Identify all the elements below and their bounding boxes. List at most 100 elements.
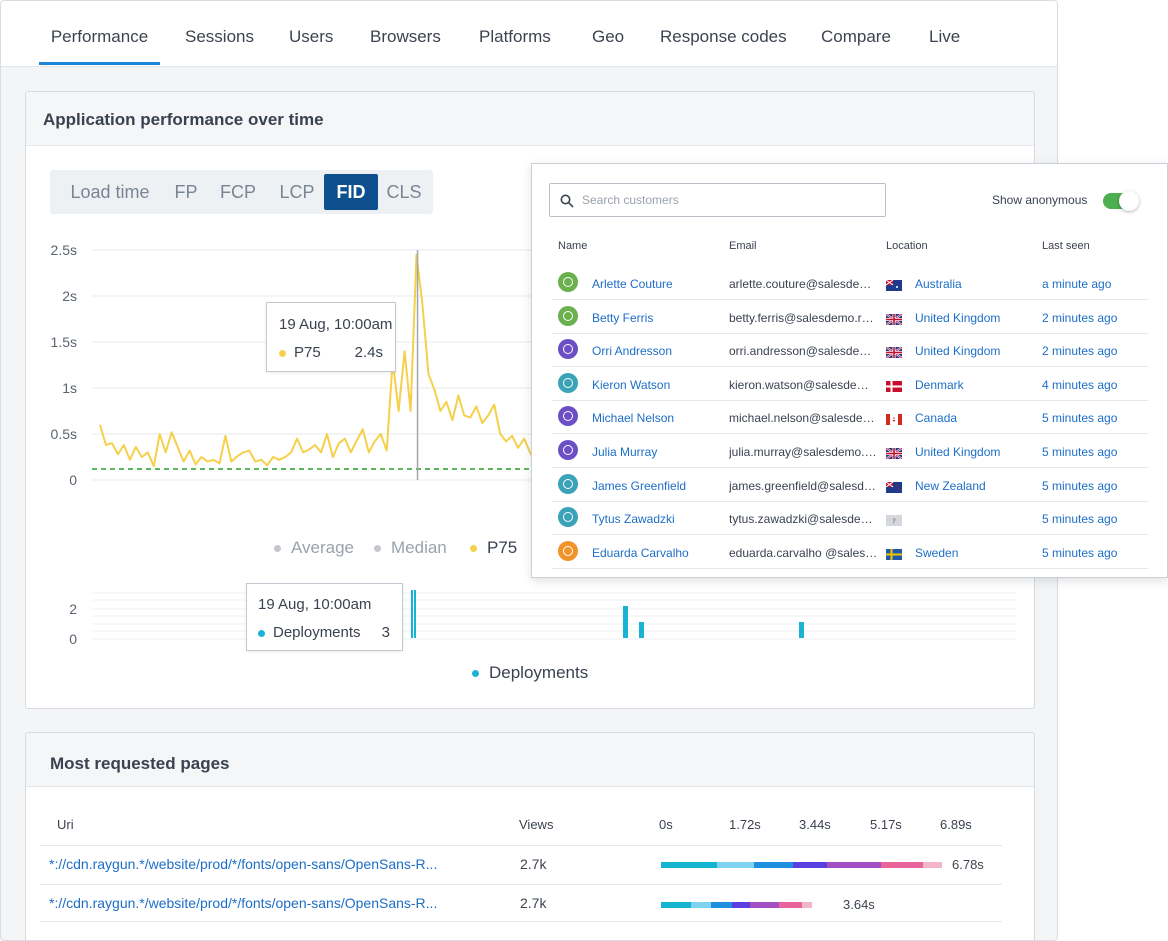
customer-last-seen[interactable]: 5 minutes ago xyxy=(1042,478,1118,493)
legend-deployments-label: Deployments xyxy=(489,663,589,682)
list-item[interactable]: Julia Murray julia.murray@salesdemo.… Unit… xyxy=(552,434,1148,468)
customer-search-input[interactable] xyxy=(582,184,880,216)
table-row[interactable]: *://cdn.raygun.*/website/prod/*/fonts/op… xyxy=(40,884,1002,922)
customer-email: kieron.watson@salesde… xyxy=(729,377,869,392)
list-item[interactable]: Betty Ferris betty.ferris@salesdemo.r… Uni… xyxy=(552,300,1148,334)
metric-lcp[interactable]: LCP xyxy=(279,182,315,202)
show-anonymous-label: Show anonymous xyxy=(992,193,1088,207)
list-item[interactable]: Arlette Couture arlette.couture@salesde… A… xyxy=(552,266,1148,300)
location-column-header[interactable]: Location xyxy=(886,240,928,252)
legend-median[interactable]: Median xyxy=(374,538,447,558)
customer-last-seen[interactable]: 5 minutes ago xyxy=(1042,545,1118,560)
customer-location[interactable]: United Kingdom xyxy=(915,445,1001,459)
tooltip-date: 19 Aug, 10:00am xyxy=(279,316,393,333)
tooltip-value: 2.4s xyxy=(354,344,383,361)
deployments-tooltip: 19 Aug, 10:00am Deployments 3 xyxy=(246,583,403,651)
tooltip-series: P75 xyxy=(279,344,321,361)
customer-last-seen[interactable]: 2 minutes ago xyxy=(1042,344,1118,359)
customer-email: arlette.couture@salesde… xyxy=(729,277,872,291)
customer-name-link[interactable]: Julia Murray xyxy=(592,445,658,459)
email-column-header[interactable]: Email xyxy=(729,240,757,252)
tab-sessions[interactable]: Sessions xyxy=(185,27,254,46)
list-item[interactable]: Eduarda Carvalho eduarda.carvalho @sales…… xyxy=(552,535,1148,569)
customer-name-link[interactable]: Betty Ferris xyxy=(592,310,654,325)
customer-location[interactable]: Sweden xyxy=(915,545,959,560)
legend-deployments[interactable]: Deployments xyxy=(472,663,588,683)
median-dot-icon xyxy=(374,545,381,553)
name-column-header[interactable]: Name xyxy=(558,240,588,252)
average-dot-icon xyxy=(274,545,281,553)
customers-card: Show anonymous Name Email Location Last … xyxy=(531,163,1168,578)
customer-location[interactable]: Canada xyxy=(915,411,958,426)
customer-last-seen[interactable]: a minute ago xyxy=(1042,277,1112,291)
tab-performance[interactable]: Performance xyxy=(39,1,160,65)
page-timing-bar xyxy=(661,902,951,908)
y-tick-label: 2 xyxy=(69,601,77,617)
last-seen-column-header[interactable]: Last seen xyxy=(1042,240,1090,252)
list-item[interactable]: Tytus Zawadzki tytus.zawadzki@salesde…? 5 … xyxy=(552,501,1148,536)
customer-email: james.greenfield@salesd… xyxy=(729,478,876,493)
legend-p75[interactable]: P75 xyxy=(470,538,517,558)
customer-name-link[interactable]: Kieron Watson xyxy=(592,377,671,392)
avatar-icon xyxy=(558,440,578,460)
customer-location[interactable]: United Kingdom xyxy=(915,344,1001,359)
tab-platforms[interactable]: Platforms xyxy=(479,27,551,46)
tab-users[interactable]: Users xyxy=(289,27,334,46)
customer-last-seen[interactable]: 2 minutes ago xyxy=(1042,310,1118,325)
metric-fid[interactable]: FID xyxy=(324,174,378,210)
performance-panel-header: Application performance over time xyxy=(26,92,1034,146)
uri-column-header[interactable]: Uri xyxy=(57,817,74,832)
customer-location[interactable]: United Kingdom xyxy=(915,310,1001,325)
svg-text:?: ? xyxy=(892,518,896,526)
page-total-time: 3.64s xyxy=(843,897,875,912)
pages-panel-header: Most requested pages xyxy=(26,733,1034,787)
views-column-header[interactable]: Views xyxy=(519,817,554,832)
tab-response-codes[interactable]: Response codes xyxy=(660,27,787,46)
list-item[interactable]: Kieron Watson kieron.watson@salesde… Denma… xyxy=(552,367,1148,401)
customer-last-seen[interactable]: 4 minutes ago xyxy=(1042,377,1118,392)
legend-median-label: Median xyxy=(391,538,447,557)
customer-name-link[interactable]: Michael Nelson xyxy=(592,411,675,426)
tab-compare[interactable]: Compare xyxy=(821,27,891,46)
metric-fp[interactable]: FP xyxy=(174,182,198,202)
au-flag-icon xyxy=(885,278,902,291)
customer-location[interactable]: Australia xyxy=(915,277,962,291)
customer-name-link[interactable]: Arlette Couture xyxy=(592,277,673,291)
customer-name-link[interactable]: Orri Andresson xyxy=(592,344,673,359)
list-item[interactable]: Michael Nelson michael.nelson@salesde… Can… xyxy=(552,400,1148,435)
deployment-bar xyxy=(411,590,413,638)
metric-cls[interactable]: CLS xyxy=(386,182,422,202)
customer-location[interactable]: Denmark xyxy=(915,377,964,392)
tab-live[interactable]: Live xyxy=(929,27,961,46)
performance-panel-title: Application performance over time xyxy=(43,110,324,129)
deploy-tooltip-series-label: Deployments xyxy=(273,624,361,641)
customer-name-link[interactable]: James Greenfield xyxy=(592,478,687,493)
metric-fcp[interactable]: FCP xyxy=(220,182,256,202)
p75-legend-dot-icon xyxy=(470,545,477,553)
customer-last-seen[interactable]: 5 minutes ago xyxy=(1042,445,1118,459)
customer-name-link[interactable]: Eduarda Carvalho xyxy=(592,545,689,560)
metric-load-time[interactable]: Load time xyxy=(70,182,150,202)
page-uri-link[interactable]: *://cdn.raygun.*/website/prod/*/fonts/op… xyxy=(49,856,438,872)
scale-4: 6.89s xyxy=(940,817,972,832)
table-row[interactable]: *://cdn.raygun.*/website/prod/*/fonts/op… xyxy=(40,845,1002,883)
deploy-tooltip-series: Deployments xyxy=(258,624,361,641)
timing-bar-segment xyxy=(750,902,779,908)
tab-browsers[interactable]: Browsers xyxy=(370,27,441,46)
scale-1: 1.72s xyxy=(729,817,761,832)
tab-geo[interactable]: Geo xyxy=(592,27,625,46)
list-item[interactable]: Orri Andresson orri.andresson@salesde… Uni… xyxy=(552,333,1148,368)
customer-last-seen[interactable]: 5 minutes ago xyxy=(1042,512,1118,527)
customer-email: tytus.zawadzki@salesde… xyxy=(729,512,873,527)
customer-location[interactable]: New Zealand xyxy=(915,478,986,493)
dk-flag-icon xyxy=(886,379,902,392)
customer-name-link[interactable]: Tytus Zawadzki xyxy=(592,512,675,527)
legend-average[interactable]: Average xyxy=(274,538,354,558)
list-item[interactable]: James Greenfield james.greenfield@salesd…… xyxy=(552,468,1148,502)
timing-bar-segment xyxy=(827,862,881,868)
main-tabs: Performance Sessions Users Browsers Plat… xyxy=(1,1,1057,67)
page-uri-link[interactable]: *://cdn.raygun.*/website/prod/*/fonts/op… xyxy=(49,895,438,911)
deployment-bar xyxy=(623,606,628,638)
show-anonymous-toggle[interactable] xyxy=(1103,191,1139,211)
customer-last-seen[interactable]: 5 minutes ago xyxy=(1042,411,1118,426)
